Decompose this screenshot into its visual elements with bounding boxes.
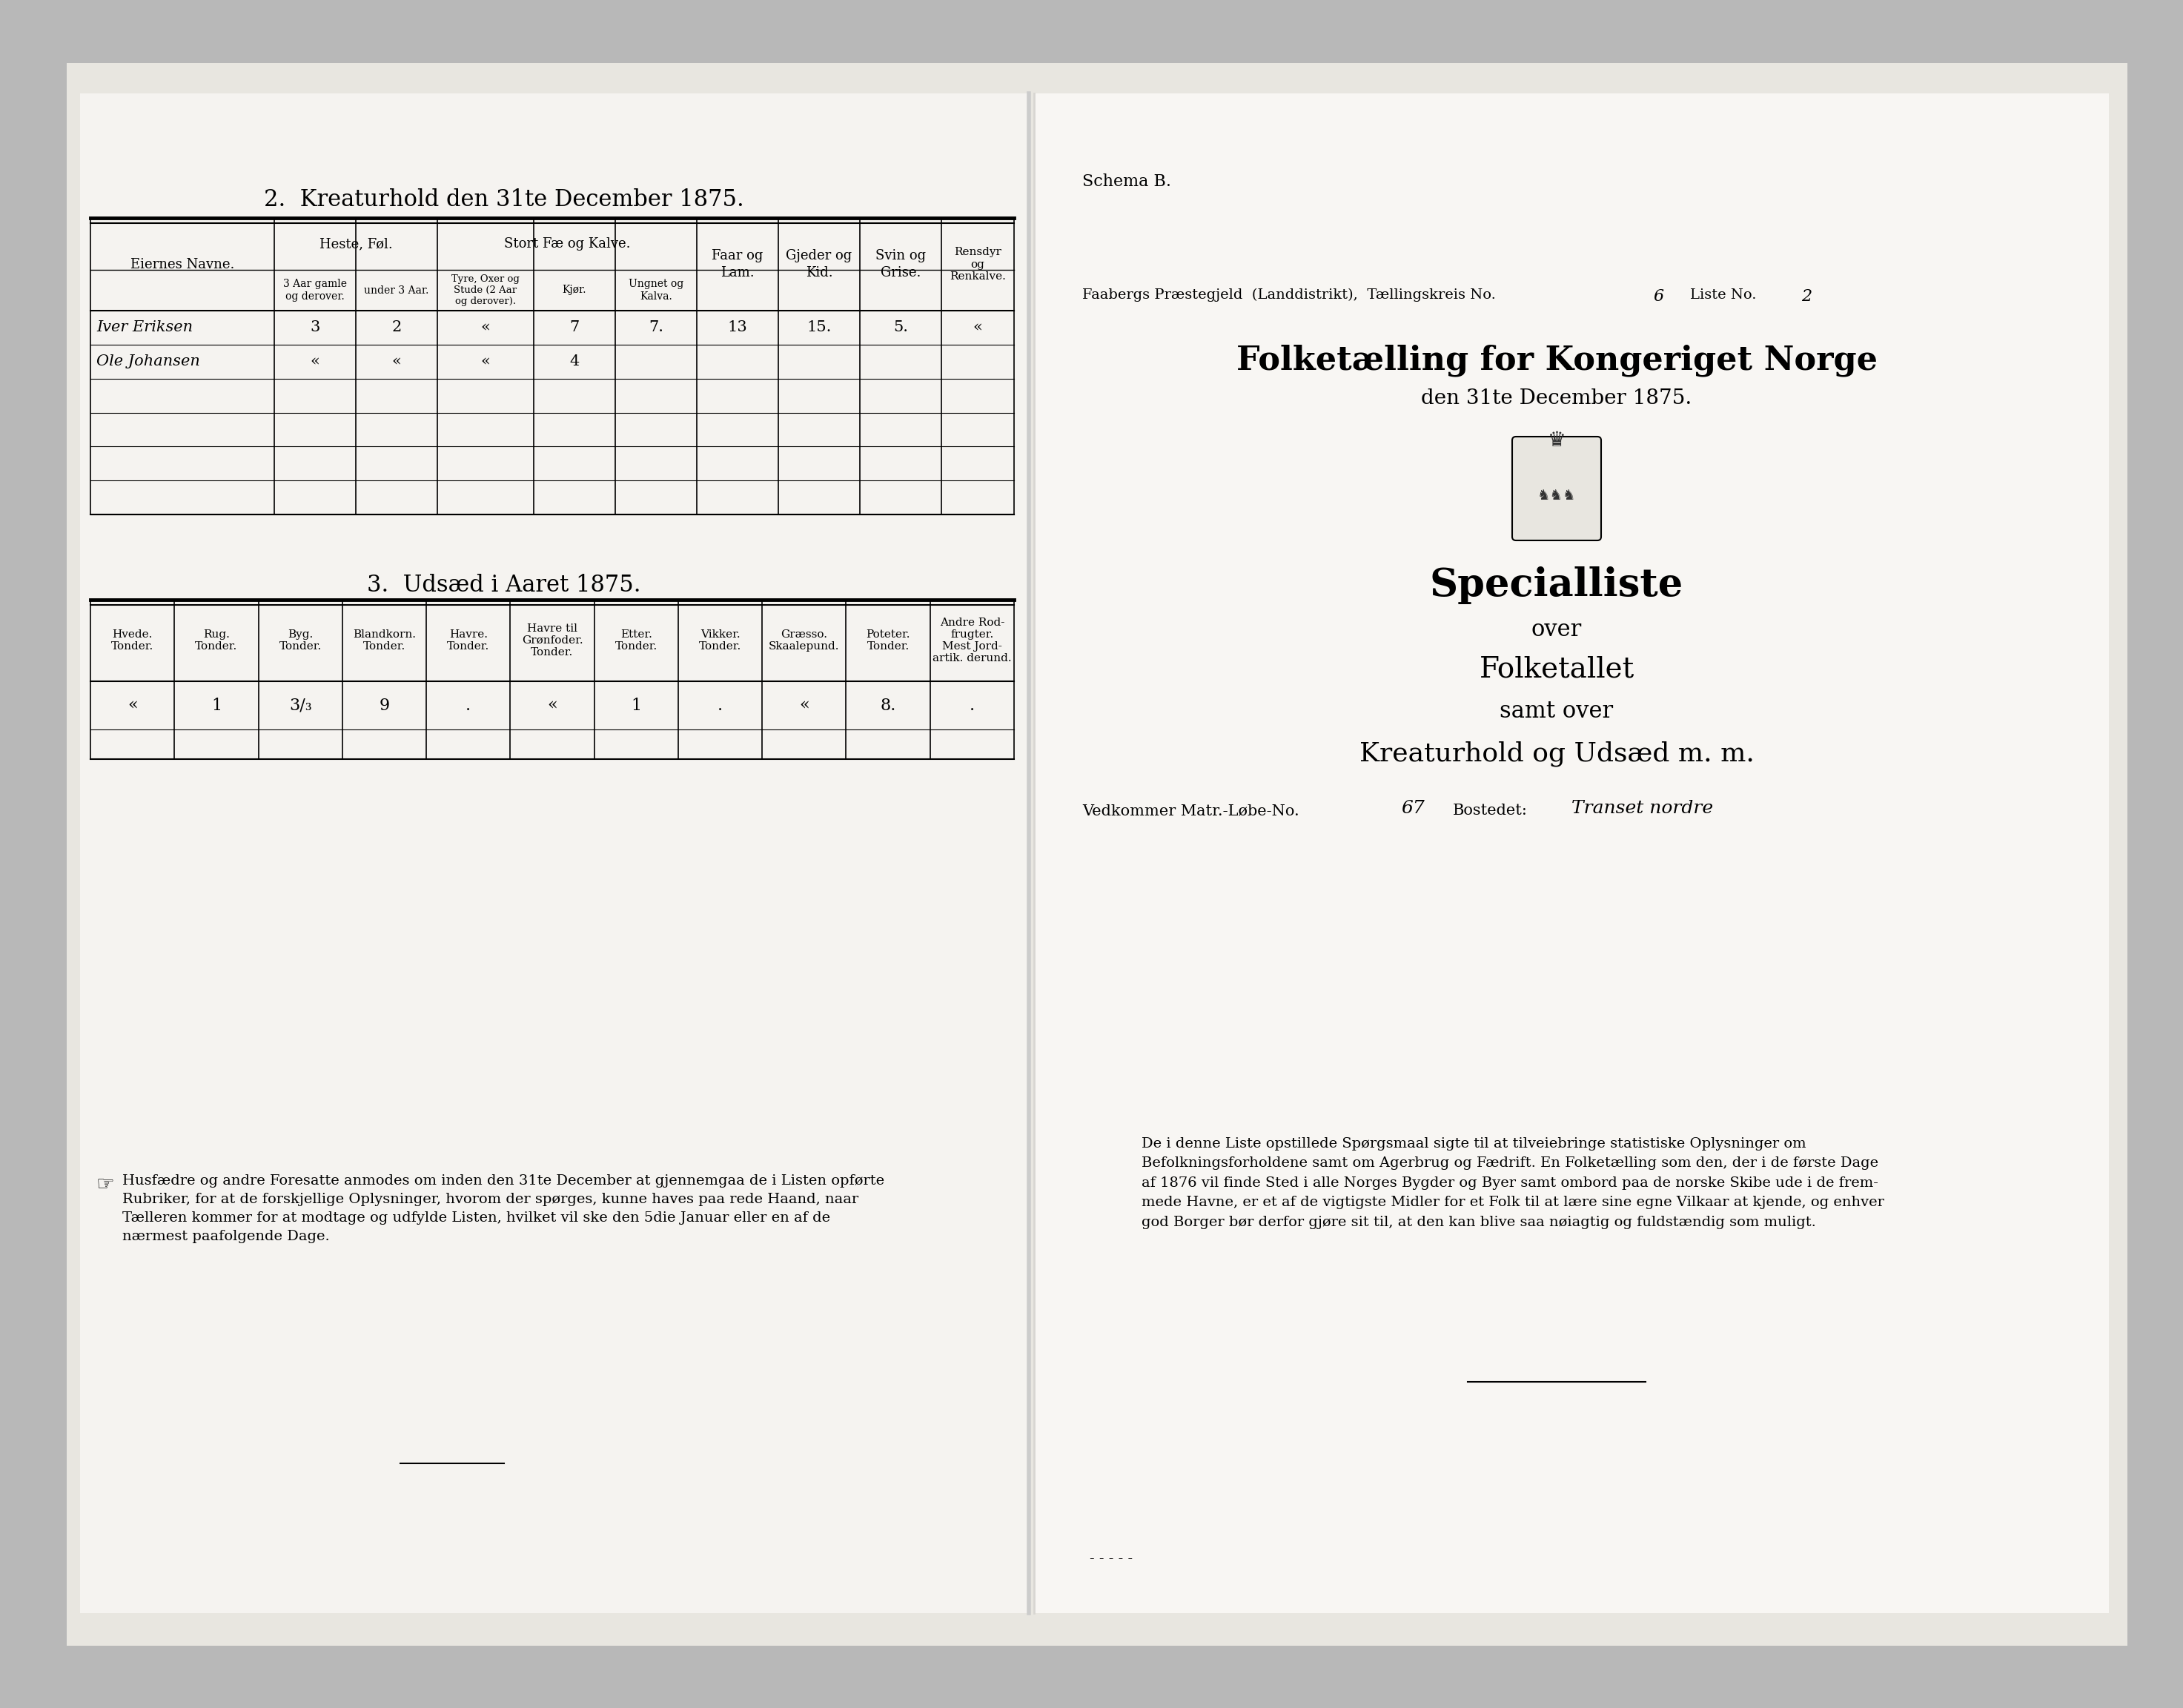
Text: 7: 7 — [570, 321, 578, 335]
Text: Havre til
Grønfoder.
Tonder.: Havre til Grønfoder. Tonder. — [522, 623, 583, 658]
Text: Kreaturhold og Udsæd m. m.: Kreaturhold og Udsæd m. m. — [1360, 741, 1755, 767]
Text: .: . — [465, 697, 472, 714]
Text: «: « — [127, 697, 138, 714]
Text: - - - - -: - - - - - — [1089, 1553, 1133, 1566]
Text: Tyre, Oxer og
Stude (2 Aar
og derover).: Tyre, Oxer og Stude (2 Aar og derover). — [452, 275, 520, 306]
Text: Byg.
Tonder.: Byg. Tonder. — [279, 629, 321, 652]
Text: 5.: 5. — [893, 321, 908, 335]
FancyBboxPatch shape — [1035, 94, 2109, 1612]
Text: under 3 Aar.: under 3 Aar. — [365, 285, 428, 295]
Text: «: « — [391, 355, 402, 369]
Text: 9: 9 — [380, 697, 389, 714]
Text: Faabergs Præstegjeld  (Landdistrikt),  Tællingskreis No.: Faabergs Præstegjeld (Landdistrikt), Tæl… — [1083, 289, 1495, 302]
Text: 3/₃: 3/₃ — [288, 697, 312, 714]
Text: «: « — [480, 321, 491, 335]
FancyBboxPatch shape — [81, 94, 1030, 1612]
Text: Svin og
Grise.: Svin og Grise. — [875, 249, 926, 278]
Text: over: over — [1530, 618, 1583, 640]
Text: den 31te December 1875.: den 31te December 1875. — [1421, 388, 1692, 408]
Text: .: . — [969, 697, 974, 714]
Text: 7.: 7. — [648, 321, 664, 335]
Text: samt over: samt over — [1500, 700, 1613, 722]
Text: «: « — [548, 697, 557, 714]
Text: Stort Fæ og Kalve.: Stort Fæ og Kalve. — [504, 237, 631, 251]
Text: ☞: ☞ — [96, 1175, 116, 1196]
Text: Kjør.: Kjør. — [563, 285, 587, 295]
FancyBboxPatch shape — [1513, 437, 1600, 540]
Text: Folketallet: Folketallet — [1480, 656, 1635, 683]
Text: De i denne Liste opstillede Spørgsmaal sigte til at tilveiebringe statistiske Op: De i denne Liste opstillede Spørgsmaal s… — [1142, 1138, 1884, 1228]
Text: Vikker.
Tonder.: Vikker. Tonder. — [699, 629, 742, 652]
Text: 3 Aar gamle
og derover.: 3 Aar gamle og derover. — [284, 278, 347, 301]
Text: 2.  Kreaturhold den 31te December 1875.: 2. Kreaturhold den 31te December 1875. — [264, 188, 744, 212]
Text: .: . — [718, 697, 723, 714]
Text: «: « — [974, 321, 982, 335]
Text: Rug.
Tonder.: Rug. Tonder. — [194, 629, 238, 652]
Text: Transet nordre: Transet nordre — [1572, 799, 1714, 816]
Text: Heste, Føl.: Heste, Føl. — [319, 237, 393, 251]
Text: ♞♞♞: ♞♞♞ — [1537, 488, 1576, 502]
Text: Folketælling for Kongeriget Norge: Folketælling for Kongeriget Norge — [1236, 343, 1877, 376]
Text: Husfædre og andre Foresatte anmodes om inden den 31te December at gjennemgaa de : Husfædre og andre Foresatte anmodes om i… — [122, 1175, 884, 1243]
Text: Rensdyr
og
Renkalve.: Rensdyr og Renkalve. — [950, 248, 1006, 282]
Text: Gjeder og
Kid.: Gjeder og Kid. — [786, 249, 851, 278]
Text: ♛: ♛ — [1548, 430, 1565, 451]
Text: «: « — [480, 355, 491, 369]
Text: 67: 67 — [1401, 799, 1425, 816]
Text: 8.: 8. — [880, 697, 895, 714]
Text: 2: 2 — [391, 321, 402, 335]
Text: Poteter.
Tonder.: Poteter. Tonder. — [867, 629, 910, 652]
Text: Havre.
Tonder.: Havre. Tonder. — [448, 629, 489, 652]
Text: 4: 4 — [570, 355, 578, 369]
Text: Græsso.
Skaalepund.: Græsso. Skaalepund. — [768, 629, 840, 652]
Text: 1: 1 — [631, 697, 642, 714]
Text: Ole Johansen: Ole Johansen — [96, 355, 201, 369]
Text: 6: 6 — [1653, 289, 1663, 304]
Text: 3: 3 — [310, 321, 321, 335]
Text: «: « — [310, 355, 319, 369]
FancyBboxPatch shape — [68, 63, 2128, 1647]
Text: Iver Eriksen: Iver Eriksen — [96, 321, 192, 335]
Text: Schema B.: Schema B. — [1083, 174, 1172, 190]
Text: Eiernes Navne.: Eiernes Navne. — [131, 258, 234, 272]
Text: «: « — [799, 697, 810, 714]
Text: 3.  Udsæd i Aaret 1875.: 3. Udsæd i Aaret 1875. — [367, 574, 642, 596]
Text: 1: 1 — [212, 697, 223, 714]
Text: Specialliste: Specialliste — [1430, 567, 1683, 605]
Text: Hvede.
Tonder.: Hvede. Tonder. — [111, 629, 153, 652]
Text: Vedkommer Matr.-Løbe-No.: Vedkommer Matr.-Løbe-No. — [1083, 803, 1299, 818]
Text: Faar og
Lam.: Faar og Lam. — [712, 249, 764, 278]
Text: Bostedet:: Bostedet: — [1454, 803, 1528, 818]
Text: Ungnet og
Kalva.: Ungnet og Kalva. — [629, 278, 683, 301]
Text: Etter.
Tonder.: Etter. Tonder. — [616, 629, 657, 652]
Text: 15.: 15. — [808, 321, 832, 335]
Text: 13: 13 — [727, 321, 747, 335]
Text: Blandkorn.
Tonder.: Blandkorn. Tonder. — [354, 629, 415, 652]
Text: Andre Rod-
frugter.
Mest Jord-
artik. derund.: Andre Rod- frugter. Mest Jord- artik. de… — [932, 617, 1011, 664]
Text: Liste No.: Liste No. — [1690, 289, 1757, 302]
Text: 2: 2 — [1801, 289, 1812, 304]
